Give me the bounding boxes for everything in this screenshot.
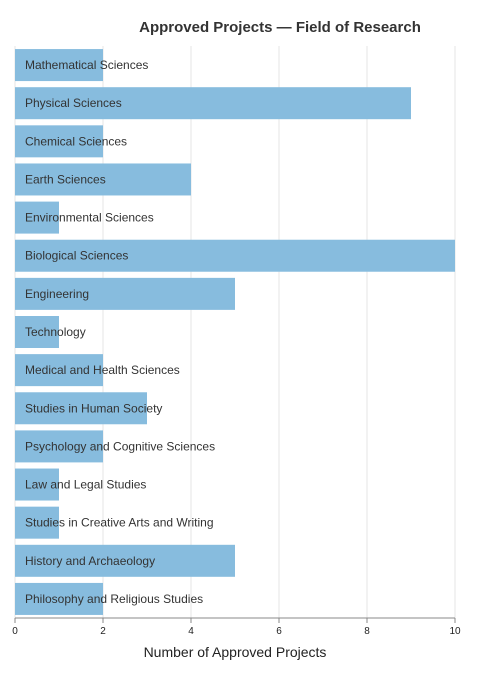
- bar-label-2: Chemical Sciences: [25, 134, 127, 148]
- bar-label-9: Studies in Human Society: [25, 401, 162, 415]
- bar-10: [15, 430, 103, 463]
- bar-label-5: Biological Sciences: [25, 249, 128, 263]
- bar-8: [15, 354, 103, 387]
- bar-12: [15, 506, 59, 539]
- bar-label-3: Earth Sciences: [25, 172, 106, 186]
- bar-6: [15, 277, 235, 310]
- bar-label-8: Medical and Health Sciences: [25, 363, 180, 377]
- bar-2: [15, 125, 103, 158]
- bar-label-7: Technology: [25, 325, 86, 339]
- chart-title: Approved Projects — Field of Research: [139, 19, 421, 36]
- x-tick-label-0: 0: [12, 626, 18, 637]
- x-tick-label-2: 4: [188, 626, 194, 637]
- bar-label-13: History and Archaeology: [25, 554, 155, 568]
- x-axis: 0 2 4 6 8 10: [12, 617, 461, 637]
- bar-13: [15, 544, 235, 577]
- bar-labels: Mathematical Sciences Physical Sciences Ch…: [25, 58, 215, 606]
- bar-label-0: Mathematical Sciences: [25, 58, 148, 72]
- bar-5: [15, 239, 455, 272]
- bar-3: [15, 163, 191, 196]
- x-tick-label-1: 2: [100, 626, 106, 637]
- bar-label-4: Environmental Sciences: [25, 211, 154, 225]
- bar-14: [15, 582, 103, 615]
- bar-label-14: Philosophy and Religious Studies: [25, 592, 203, 606]
- bars: [15, 49, 455, 615]
- bar-9: [15, 392, 147, 425]
- bar-7: [15, 316, 59, 348]
- x-tick-label-3: 6: [276, 626, 282, 637]
- bar-label-12: Studies in Creative Arts and Writing: [25, 516, 214, 530]
- bar-label-10: Psychology and Cognitive Sciences: [25, 439, 215, 453]
- bar-0: [15, 49, 103, 82]
- x-tick-label-5: 10: [449, 626, 461, 637]
- bar-label-1: Physical Sciences: [25, 96, 122, 110]
- bar-label-6: Engineering: [25, 287, 89, 301]
- x-tick-label-4: 8: [364, 626, 370, 637]
- bar-4: [15, 201, 59, 234]
- x-axis-label: Number of Approved Projects: [144, 644, 327, 660]
- bar-11: [15, 468, 59, 501]
- bar-1: [15, 87, 411, 120]
- bar-label-11: Law and Legal Studies: [25, 478, 146, 492]
